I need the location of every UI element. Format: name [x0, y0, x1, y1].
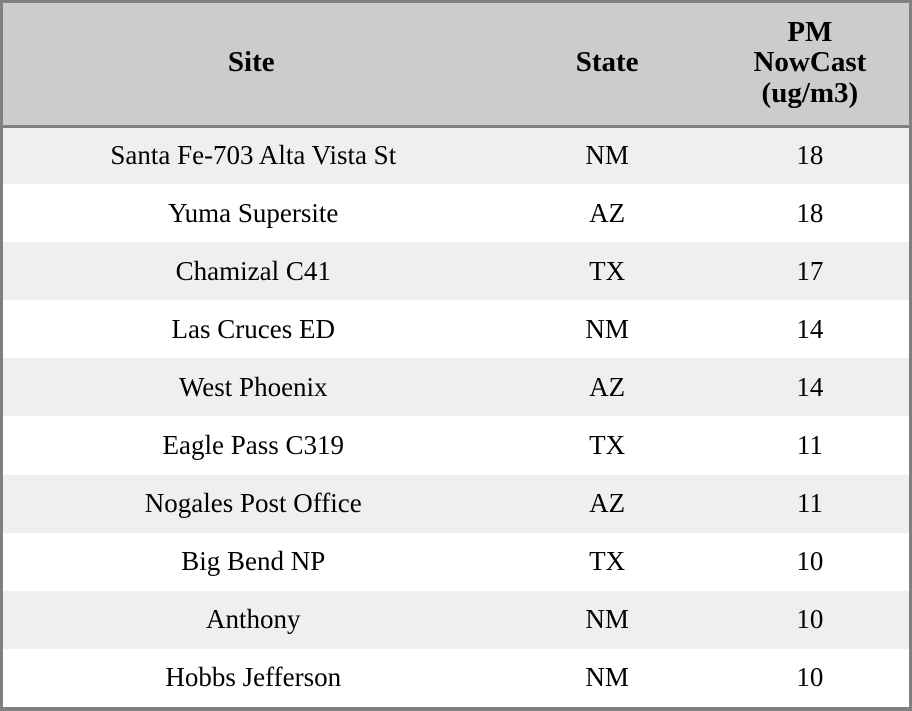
- cell-state: TX: [589, 546, 626, 577]
- table-row[interactable]: Las Cruces ED NM 14: [3, 300, 909, 359]
- column-header-pm-nowcast[interactable]: PM NowCast (ug/m3): [710, 3, 909, 128]
- cell-state: NM: [585, 604, 629, 635]
- table-row[interactable]: Eagle Pass C319 TX 11: [3, 416, 909, 475]
- cell-pm-nowcast: 14: [796, 371, 824, 402]
- cell-pm-nowcast: 11: [796, 488, 823, 519]
- cell-site: Santa Fe-703 Alta Vista St: [110, 140, 397, 171]
- column-header-pm-nowcast-line3: (ug/m3): [761, 77, 859, 110]
- cell-pm-nowcast: 18: [796, 140, 824, 171]
- header-row: Site State PM NowCast (ug/m3): [3, 3, 909, 128]
- table-body: Santa Fe-703 Alta Vista St NM 18 Yuma Su…: [3, 126, 909, 707]
- cell-state: AZ: [589, 197, 626, 228]
- table-row[interactable]: West Phoenix AZ 14: [3, 358, 909, 417]
- cell-site: Yuma Supersite: [168, 197, 339, 228]
- cell-pm-nowcast: 10: [796, 546, 824, 577]
- cell-site: Anthony: [206, 604, 301, 635]
- column-header-pm-nowcast-line2: NowCast: [753, 46, 867, 79]
- table-row[interactable]: Anthony NM 10: [3, 590, 909, 649]
- cell-state: AZ: [589, 371, 626, 402]
- cell-site: West Phoenix: [178, 371, 328, 402]
- cell-state: NM: [585, 662, 629, 693]
- cell-pm-nowcast: 10: [796, 662, 824, 693]
- cell-pm-nowcast: 18: [796, 197, 824, 228]
- table-row[interactable]: Santa Fe-703 Alta Vista St NM 18: [3, 126, 909, 185]
- column-header-pm-nowcast-line1: PM: [787, 15, 833, 48]
- column-header-state[interactable]: State: [503, 3, 711, 128]
- cell-state: TX: [589, 255, 626, 286]
- cell-site: Big Bend NP: [181, 546, 326, 577]
- cell-pm-nowcast: 14: [796, 313, 824, 344]
- table-row[interactable]: Hobbs Jefferson NM 10: [3, 648, 909, 707]
- cell-site: Eagle Pass C319: [162, 430, 345, 461]
- table-row[interactable]: Chamizal C41 TX 17: [3, 242, 909, 301]
- cell-site: Nogales Post Office: [144, 488, 362, 519]
- cell-site: Las Cruces ED: [171, 313, 335, 344]
- cell-site: Chamizal C41: [175, 255, 331, 286]
- cell-state: NM: [585, 313, 629, 344]
- table-header: Site State PM NowCast (ug/m3): [3, 3, 909, 128]
- cell-site: Hobbs Jefferson: [165, 662, 342, 693]
- table-row[interactable]: Yuma Supersite AZ 18: [3, 184, 909, 243]
- table-row[interactable]: Big Bend NP TX 10: [3, 532, 909, 591]
- cell-pm-nowcast: 11: [796, 430, 823, 461]
- cell-pm-nowcast: 17: [796, 255, 824, 286]
- pm-nowcast-table: Site State PM NowCast (ug/m3) Santa Fe-7…: [3, 3, 909, 707]
- cell-state: NM: [585, 140, 629, 171]
- cell-state: AZ: [589, 488, 626, 519]
- column-header-site[interactable]: Site: [3, 3, 504, 128]
- cell-state: TX: [589, 430, 626, 461]
- table-row[interactable]: Nogales Post Office AZ 11: [3, 474, 909, 533]
- cell-pm-nowcast: 10: [796, 604, 824, 635]
